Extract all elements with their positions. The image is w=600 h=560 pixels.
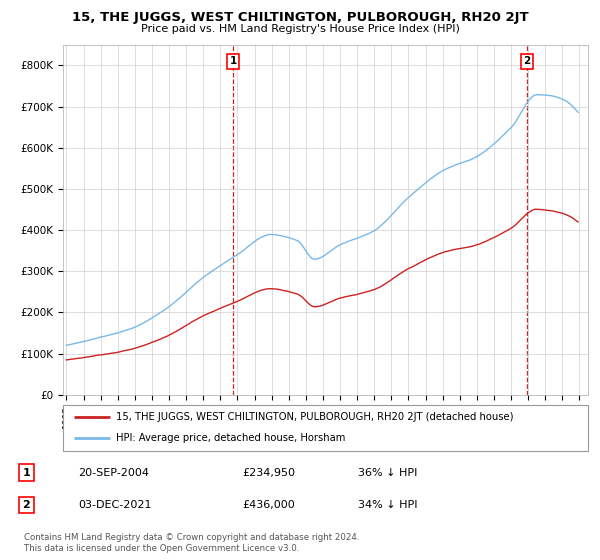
Text: 2: 2 [23,500,30,510]
Text: 20-SEP-2004: 20-SEP-2004 [78,468,149,478]
Text: 34% ↓ HPI: 34% ↓ HPI [358,500,417,510]
Text: £234,950: £234,950 [242,468,295,478]
Text: 03-DEC-2021: 03-DEC-2021 [78,500,152,510]
Text: £436,000: £436,000 [242,500,295,510]
Text: 36% ↓ HPI: 36% ↓ HPI [358,468,417,478]
Text: 1: 1 [23,468,30,478]
Text: 1: 1 [230,56,237,66]
Text: Contains HM Land Registry data © Crown copyright and database right 2024.
This d: Contains HM Land Registry data © Crown c… [24,533,359,553]
Text: 2: 2 [523,56,530,66]
Text: Price paid vs. HM Land Registry's House Price Index (HPI): Price paid vs. HM Land Registry's House … [140,24,460,34]
Text: HPI: Average price, detached house, Horsham: HPI: Average price, detached house, Hors… [115,433,345,444]
FancyBboxPatch shape [63,405,588,451]
Text: 15, THE JUGGS, WEST CHILTINGTON, PULBOROUGH, RH20 2JT (detached house): 15, THE JUGGS, WEST CHILTINGTON, PULBORO… [115,412,513,422]
Text: 15, THE JUGGS, WEST CHILTINGTON, PULBOROUGH, RH20 2JT: 15, THE JUGGS, WEST CHILTINGTON, PULBORO… [71,11,529,24]
